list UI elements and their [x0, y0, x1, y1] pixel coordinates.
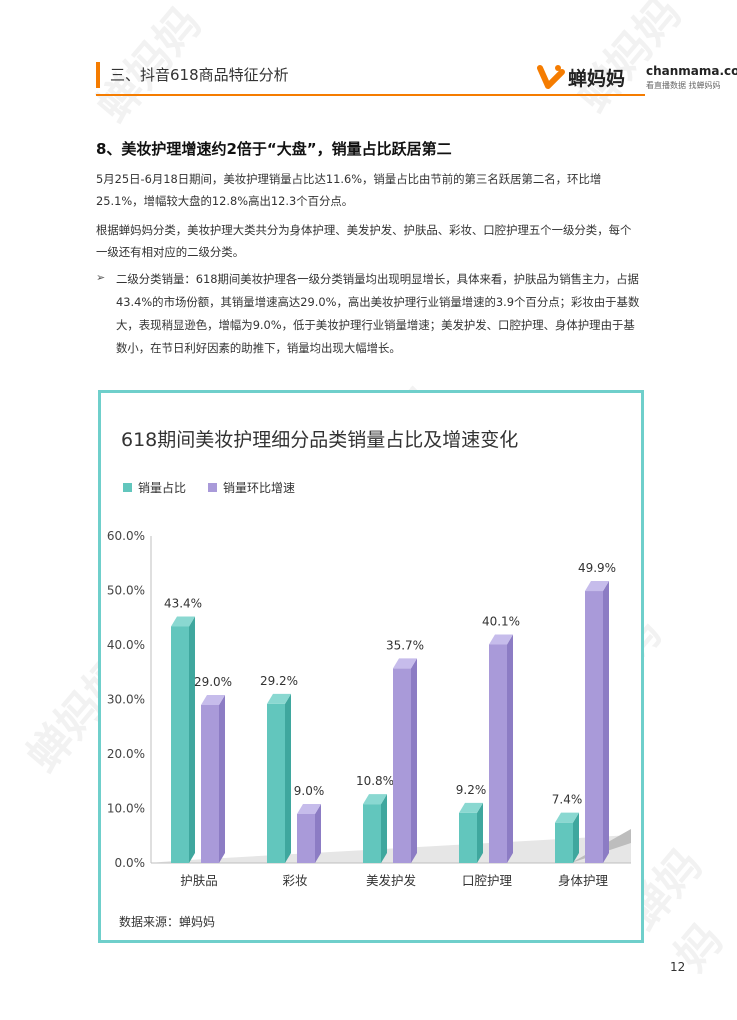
bar-top: [201, 694, 225, 705]
page-header: 三、抖音618商品特征分析 蝉妈妈 chanmama.com 看直播数据 找蝉妈…: [96, 58, 737, 96]
bar-top: [489, 634, 513, 645]
bar: [171, 626, 189, 863]
logo-text-en: chanmama.com: [646, 64, 737, 78]
logo-tagline: 看直播数据 找蝉妈妈: [646, 81, 721, 90]
data-label: 29.0%: [194, 675, 232, 689]
bar: [585, 591, 603, 863]
bar-top: [171, 616, 195, 627]
bar: [459, 812, 477, 863]
paragraph-2: 根据蝉妈妈分类，美妆护理大类共分为身体护理、美发护发、护肤品、彩妆、口腔护理五个…: [96, 223, 632, 259]
x-tick-label: 口腔护理: [462, 873, 513, 888]
chanmama-logo: 蝉妈妈 chanmama.com 看直播数据 找蝉妈妈: [536, 62, 737, 92]
bar-side: [219, 694, 225, 863]
data-label: 40.1%: [482, 614, 520, 628]
bar-side: [477, 802, 483, 863]
bar-side: [411, 658, 417, 863]
bar: [489, 644, 507, 863]
bar-top: [585, 581, 609, 592]
logo-mark-icon: [537, 65, 565, 89]
section-title: 8、美妆护理增速约2倍于“大盘”，销量占比跃居第二: [96, 140, 452, 158]
bar-top: [267, 693, 291, 704]
page-number: 12: [670, 960, 686, 974]
y-tick-label: 0.0%: [115, 856, 146, 870]
data-label: 35.7%: [386, 638, 424, 652]
bar-side: [507, 634, 513, 863]
legend-swatch-growth: [208, 483, 218, 492]
header-title: 三、抖音618商品特征分析: [110, 66, 289, 84]
data-label: 9.0%: [294, 784, 325, 798]
y-tick-label: 50.0%: [107, 584, 145, 598]
header-divider: [96, 94, 645, 96]
y-tick-label: 60.0%: [107, 529, 145, 543]
bar-side: [381, 794, 387, 863]
legend-item-share: 销量占比: [123, 479, 186, 496]
bar-top: [393, 658, 417, 669]
bar: [297, 813, 315, 863]
bar-side: [315, 803, 321, 863]
logo-text-cn: 蝉妈妈: [568, 68, 626, 90]
y-tick-label: 20.0%: [107, 747, 145, 761]
x-tick-label: 美发护发: [366, 873, 417, 888]
y-tick-label: 30.0%: [107, 693, 145, 707]
paragraph-1: 5月25日-6月18日期间，美妆护理销量占比达11.6%，销量占比由节前的第三名…: [96, 172, 602, 208]
bar: [393, 668, 411, 863]
bar-side: [573, 812, 579, 863]
bar: [555, 822, 573, 863]
legend-label-share: 销量占比: [138, 481, 187, 495]
y-tick-label: 10.0%: [107, 802, 145, 816]
bullet-arrow-icon: ➢: [96, 271, 106, 284]
bar: [267, 703, 285, 863]
bar-top: [297, 803, 321, 814]
x-tick-label: 身体护理: [558, 873, 609, 888]
bar-side: [189, 616, 195, 863]
x-tick-label: 彩妆: [282, 873, 307, 888]
y-tick-label: 40.0%: [107, 638, 145, 652]
bar: [363, 804, 381, 863]
data-label: 49.9%: [578, 561, 616, 575]
data-label: 7.4%: [552, 793, 583, 807]
data-label: 10.8%: [356, 774, 394, 788]
bar-top: [555, 812, 579, 823]
chart-container: 618期间美妆护理细分品类销量占比及增速变化 销量占比 销量环比增速 0.0% 1…: [98, 390, 644, 943]
chart-title: 618期间美妆护理细分品类销量占比及增速变化: [121, 429, 519, 451]
data-source: 数据来源：蝉妈妈: [119, 915, 216, 929]
bar-side: [603, 581, 609, 863]
x-tick-label: 护肤品: [180, 873, 218, 888]
legend-item-growth: 销量环比增速: [208, 479, 295, 496]
bar-side: [285, 693, 291, 863]
bullet-paragraph: 二级分类销量：618期间美妆护理各一级分类销量均出现明显增长，具体来看，护肤品为…: [116, 272, 640, 355]
chart-legend: 销量占比 销量环比增速: [123, 479, 317, 496]
bar-top: [363, 794, 387, 805]
data-label: 43.4%: [164, 596, 202, 610]
data-label: 9.2%: [456, 783, 487, 797]
bar: [201, 704, 219, 863]
legend-label-growth: 销量环比增速: [223, 481, 296, 495]
data-label: 29.2%: [260, 674, 298, 688]
bar-chart: 0.0% 10.0% 20.0% 30.0% 40.0% 50.0% 60.0% 43.4% 2…: [107, 529, 631, 888]
legend-swatch-share: [123, 483, 132, 492]
bar-top: [459, 802, 483, 813]
header-accent-bar: [96, 62, 100, 88]
